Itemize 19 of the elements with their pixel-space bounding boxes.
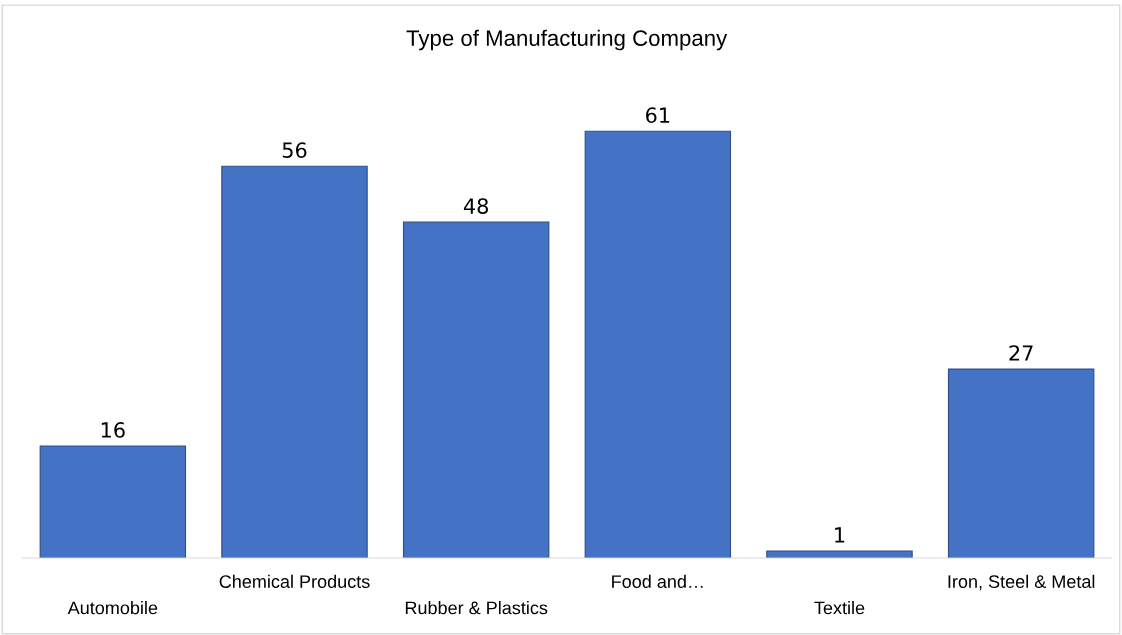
data-label: 56 [282,142,307,158]
bar [402,221,550,558]
x-tick-label: Food and… [612,574,703,588]
x-tick-label: Rubber & Plastics [405,601,548,615]
data-label: 16 [101,422,125,438]
bar [221,165,368,558]
data-label: 48 [463,198,488,214]
chart-title: Type of Manufacturing Company [406,29,728,51]
x-tick-label: Chemical Products [219,574,370,588]
data-label: 1 [835,527,845,543]
bar [584,130,732,558]
x-tick-label: Textile [814,601,865,615]
x-tick-label: Automobile [67,601,158,615]
x-tick-label: Iron, Steel & Metal [948,574,1095,591]
bar [766,550,913,558]
data-label: 27 [1009,345,1033,361]
bar [947,368,1095,558]
data-label: 61 [646,107,670,124]
bar [39,445,187,558]
